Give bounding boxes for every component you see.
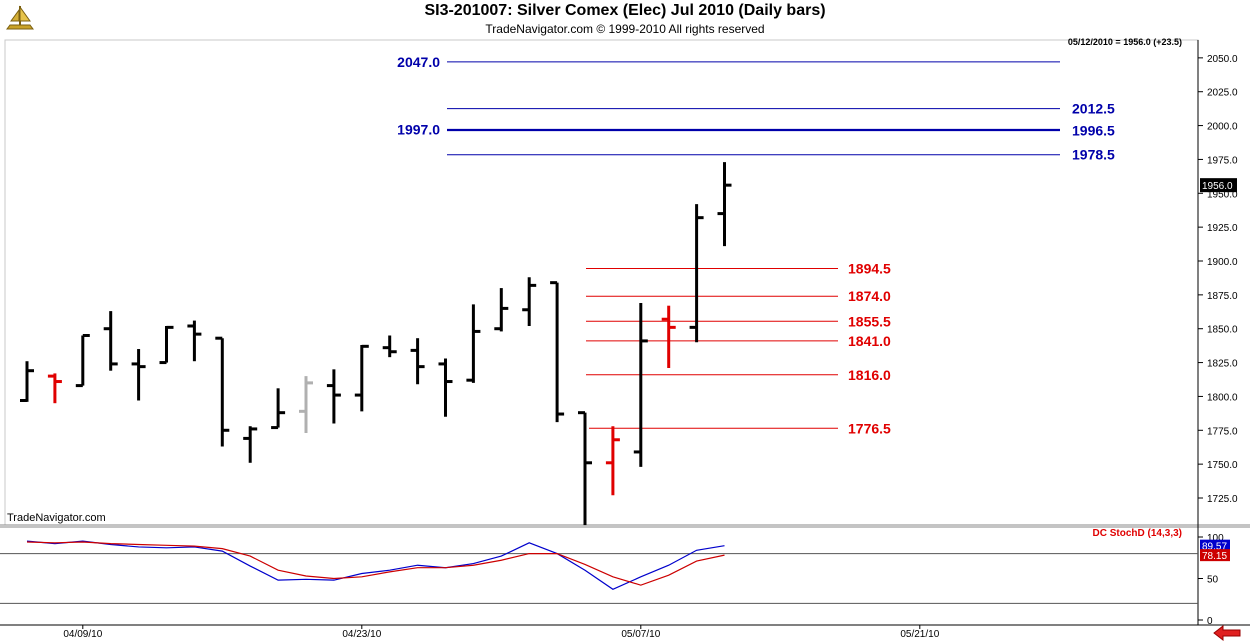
- stoch-indicator-title: DC StochD (14,3,3): [1093, 528, 1182, 539]
- price-tick-label: 1850.0: [1207, 325, 1238, 336]
- blue-level-label: 2012.5: [1072, 101, 1115, 117]
- ohlc-bar: [410, 338, 425, 385]
- red-level-label: 1855.5: [848, 313, 891, 329]
- watermark-label: TradeNavigator.com: [7, 512, 106, 524]
- blue-level-label: 2047.0: [397, 54, 440, 70]
- ohlc-bar: [438, 358, 453, 417]
- tradenavigator-logo-icon: [6, 5, 34, 30]
- ohlc-bar: [522, 277, 537, 327]
- stoch-d-line: [26, 541, 725, 586]
- date-tick-label: 04/09/10: [63, 629, 102, 640]
- date-tick-label: 05/21/10: [900, 629, 939, 640]
- stoch-value-box: [1200, 549, 1230, 562]
- ohlc-bar: [271, 388, 286, 430]
- ohlc-bar: [326, 369, 341, 424]
- price-tick-label: 1750.0: [1207, 460, 1238, 471]
- back-arrow-icon[interactable]: [1212, 625, 1242, 641]
- last-price-label: 1956.0: [1202, 181, 1233, 192]
- ohlc-bar: [75, 333, 90, 388]
- ohlc-bar: [20, 361, 34, 402]
- stoch-tick-label: 100: [1207, 533, 1224, 544]
- ohlc-bar: [47, 373, 62, 404]
- ohlc-bar: [187, 320, 202, 362]
- price-tick-label: 1775.0: [1207, 426, 1238, 437]
- red-level-label: 1894.5: [848, 260, 891, 276]
- red-level-label: 1841.0: [848, 333, 891, 349]
- ohlc-bar: [633, 302, 648, 467]
- stoch-value-box: [1200, 539, 1230, 552]
- price-tick-label: 2000.0: [1207, 122, 1238, 133]
- stoch-k-line: [26, 540, 725, 590]
- date-tick-label: 04/23/10: [342, 629, 381, 640]
- price-tick-label: 1900.0: [1207, 257, 1238, 268]
- ohlc-bar: [605, 426, 620, 496]
- stoch-value-label: 78.15: [1202, 551, 1227, 562]
- price-tick-label: 1950.0: [1207, 189, 1238, 200]
- ohlc-bar: [103, 311, 118, 371]
- blue-level-label: 1978.5: [1072, 147, 1115, 163]
- ohlc-bar: [717, 162, 732, 247]
- ohlc-bar: [299, 376, 313, 433]
- red-level-label: 1874.0: [848, 288, 891, 304]
- ohlc-bar: [354, 344, 369, 412]
- price-tick-label: 1800.0: [1207, 392, 1238, 403]
- price-tick-label: 1925.0: [1207, 223, 1238, 234]
- price-tick-label: 2025.0: [1207, 88, 1238, 99]
- ohlc-bar: [689, 204, 704, 343]
- ohlc-bar: [382, 335, 397, 358]
- chart-title: SI3-201007: Silver Comex (Elec) Jul 2010…: [424, 2, 826, 19]
- price-tick-label: 1875.0: [1207, 291, 1238, 302]
- last-price-box: [1200, 178, 1237, 193]
- price-tick-label: 1725.0: [1207, 494, 1238, 505]
- price-tick-label: 2050.0: [1207, 54, 1238, 65]
- date-tick-label: 05/07/10: [621, 629, 660, 640]
- ohlc-bar: [243, 426, 258, 463]
- red-level-label: 1816.0: [848, 367, 891, 383]
- red-level-label: 1776.5: [848, 420, 891, 436]
- copyright-subtitle: TradeNavigator.com © 1999-2010 All right…: [485, 22, 765, 36]
- ohlc-bar: [578, 411, 592, 526]
- blue-level-label: 1996.5: [1072, 122, 1115, 138]
- stoch-value-label: 89.57: [1202, 542, 1227, 553]
- last-price-status: 05/12/2010 = 1956.0 (+23.5): [1067, 37, 1182, 47]
- ohlc-bar: [159, 325, 174, 365]
- ohlc-bar: [466, 304, 481, 383]
- ohlc-bar: [215, 336, 230, 447]
- stoch-tick-label: 50: [1207, 575, 1219, 586]
- blue-level-label: 1997.0: [397, 122, 440, 138]
- ohlc-bar: [550, 281, 565, 423]
- price-tick-label: 1975.0: [1207, 155, 1238, 166]
- stoch-tick-label: 0: [1207, 616, 1213, 627]
- ohlc-bar: [131, 349, 146, 401]
- ohlc-bar: [494, 288, 509, 332]
- price-panel-frame: [4, 39, 1199, 526]
- price-tick-label: 1825.0: [1207, 359, 1238, 370]
- ohlc-bar: [661, 305, 676, 368]
